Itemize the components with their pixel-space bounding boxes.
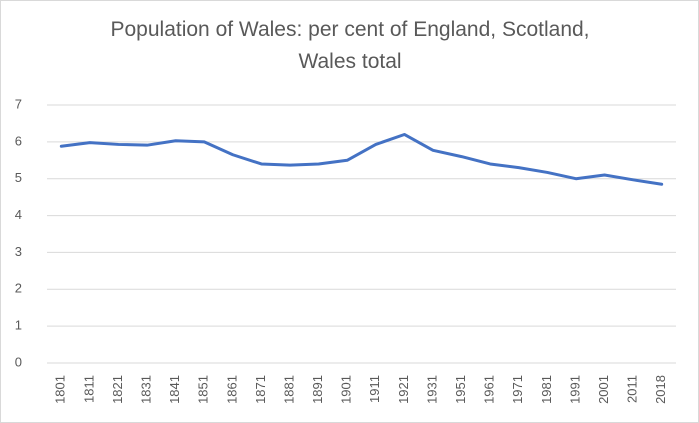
y-tick-label: 2 [15, 281, 22, 296]
x-tick-label: 2011 [625, 375, 640, 403]
x-tick-label: 1841 [167, 375, 182, 404]
data-line [59, 132, 664, 186]
x-tick-label: 1881 [281, 375, 296, 404]
x-tick-label: 2018 [653, 375, 668, 404]
y-tick-label: 4 [15, 207, 22, 222]
x-tick-label: 1811 [81, 375, 96, 403]
chart-title: Population of Wales: per cent of England… [110, 18, 590, 73]
y-tick-label: 3 [15, 244, 22, 259]
x-tick-label: 1831 [139, 375, 154, 404]
x-tick-label: 1961 [482, 375, 497, 404]
x-tick-label: 1871 [253, 375, 268, 404]
y-tick-label: 6 [15, 133, 22, 148]
x-tick-label: 1991 [567, 375, 582, 404]
x-tick-label: 1981 [539, 375, 554, 404]
x-tick-label: 1821 [110, 375, 125, 404]
x-tick-label: 1851 [196, 375, 211, 404]
x-tick-label: 1911 [367, 375, 382, 403]
x-tick-label: 1861 [224, 375, 239, 404]
y-tick-label: 1 [15, 318, 22, 333]
x-tick-label: 1971 [510, 375, 525, 404]
x-tick-label: 1921 [396, 375, 411, 404]
y-tick-label: 5 [15, 170, 22, 185]
x-tick-label: 1891 [310, 375, 325, 404]
y-tick-label: 7 [15, 96, 22, 111]
x-tick-label: 1801 [53, 375, 68, 404]
x-tick-label: 1901 [339, 375, 354, 404]
x-tick-label: 1951 [453, 375, 468, 404]
x-tick-label: 1931 [424, 375, 439, 404]
y-tick-label: 0 [15, 354, 22, 369]
x-tick-label: 2001 [596, 375, 611, 404]
